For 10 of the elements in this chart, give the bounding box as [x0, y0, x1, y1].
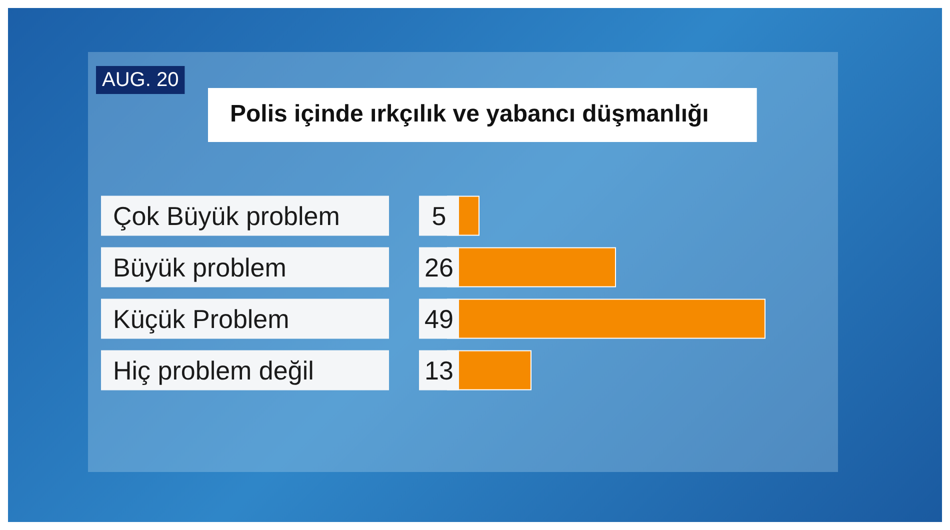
- data-label: 49: [424, 304, 454, 334]
- y-tick-label: Büyük problem: [113, 252, 286, 282]
- y-tick-label: Küçük Problem: [113, 304, 290, 334]
- y-tick-label: Çok Büyük problem: [113, 200, 340, 231]
- data-label: 26: [424, 252, 454, 282]
- text: AUG. 20: [102, 69, 179, 91]
- y-tick-label: Hiç problem değil: [113, 355, 314, 386]
- data-label: 5: [432, 200, 446, 231]
- chart-title: Polis içinde ırkçılık ve yabancı düşmanlığı: [230, 100, 709, 128]
- data-label: 13: [424, 355, 454, 386]
